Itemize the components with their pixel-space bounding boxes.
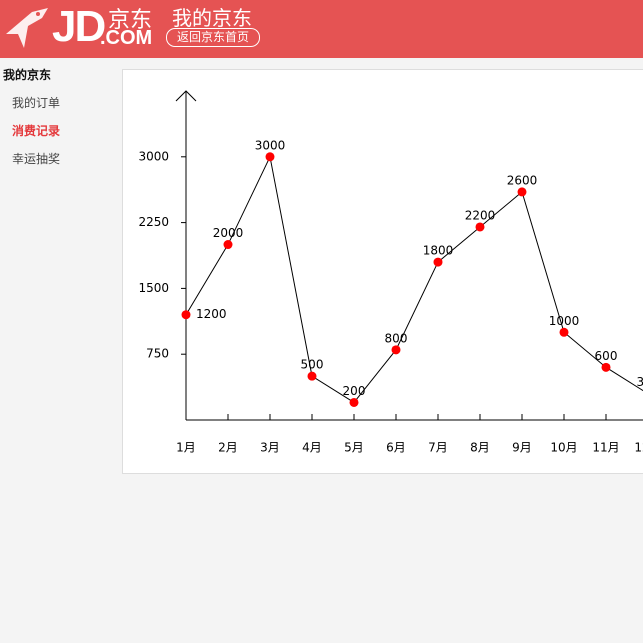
brand: 京东 xyxy=(108,8,153,33)
point xyxy=(391,345,401,355)
data-label: 2000 xyxy=(213,226,244,240)
x-tick-label: 1月 xyxy=(176,441,196,455)
line xyxy=(185,155,643,404)
sidebar-item[interactable]: 我的订单 xyxy=(12,96,61,110)
point xyxy=(265,152,275,162)
x-tick-label: 7月 xyxy=(428,441,448,455)
data-label: 600 xyxy=(595,349,618,363)
point xyxy=(181,310,191,320)
x-tick-label: 8月 xyxy=(470,441,490,455)
x-tick-label: 11月 xyxy=(592,441,619,455)
logo-text[interactable]: JD xyxy=(52,2,106,51)
data-label: 3000 xyxy=(255,138,286,152)
x-tick-label: 12月 xyxy=(634,441,643,455)
data-label: 1800 xyxy=(423,244,454,258)
home-link[interactable]: 返回京东首页 xyxy=(166,28,260,47)
data-label: 300 xyxy=(637,375,643,389)
point xyxy=(517,187,527,197)
page-title: 我的京东 xyxy=(172,6,252,30)
point xyxy=(559,327,569,337)
sidebar-title: 我的京东 xyxy=(3,68,52,82)
y-axis-arrow xyxy=(175,90,197,102)
point xyxy=(223,240,233,250)
data-label: 1200 xyxy=(196,307,227,321)
x-tick-label: 6月 xyxy=(386,441,406,455)
y-tick-label: 2250 xyxy=(138,215,169,229)
sidebar-item[interactable]: 消费记录 xyxy=(12,124,61,138)
sidebar-item[interactable]: 幸运抽奖 xyxy=(12,152,61,166)
chart-panel: 750 1500 2250 3000 1月 2月 3月 4月 5月 6月 7月 8月 9月 10月 11月 1… xyxy=(122,69,643,474)
data-label: 1000 xyxy=(549,314,580,328)
data-label: 800 xyxy=(385,331,408,345)
x-tick-label: 4月 xyxy=(302,441,322,455)
y-tick-label: 1500 xyxy=(138,281,169,295)
point xyxy=(307,371,317,381)
header: JD .COM 京东 我的京东 返回京东首页 xyxy=(0,0,643,58)
chart: 750 1500 2250 3000 1月 2月 3月 4月 5月 6月 7月 8月 9月 10月 11月 1… xyxy=(138,90,643,455)
y-tick-label: 3000 xyxy=(138,149,169,163)
y-tick-label: 750 xyxy=(146,347,169,361)
data-label: 2600 xyxy=(507,173,538,187)
data-label: 200 xyxy=(343,384,366,398)
x-tick-label: 10月 xyxy=(550,441,577,455)
data-label: 500 xyxy=(301,358,324,372)
point xyxy=(475,222,485,232)
x-tick-label: 2月 xyxy=(218,441,238,455)
x-tick-label: 3月 xyxy=(260,441,280,455)
x-tick-label: 9月 xyxy=(512,441,532,455)
point xyxy=(433,257,443,267)
logo-sub: .COM xyxy=(100,27,153,49)
point xyxy=(349,397,359,407)
x-tick-label: 5月 xyxy=(344,441,364,455)
logo-icon xyxy=(6,8,48,48)
data-label: 2200 xyxy=(465,208,496,222)
point xyxy=(601,362,611,372)
